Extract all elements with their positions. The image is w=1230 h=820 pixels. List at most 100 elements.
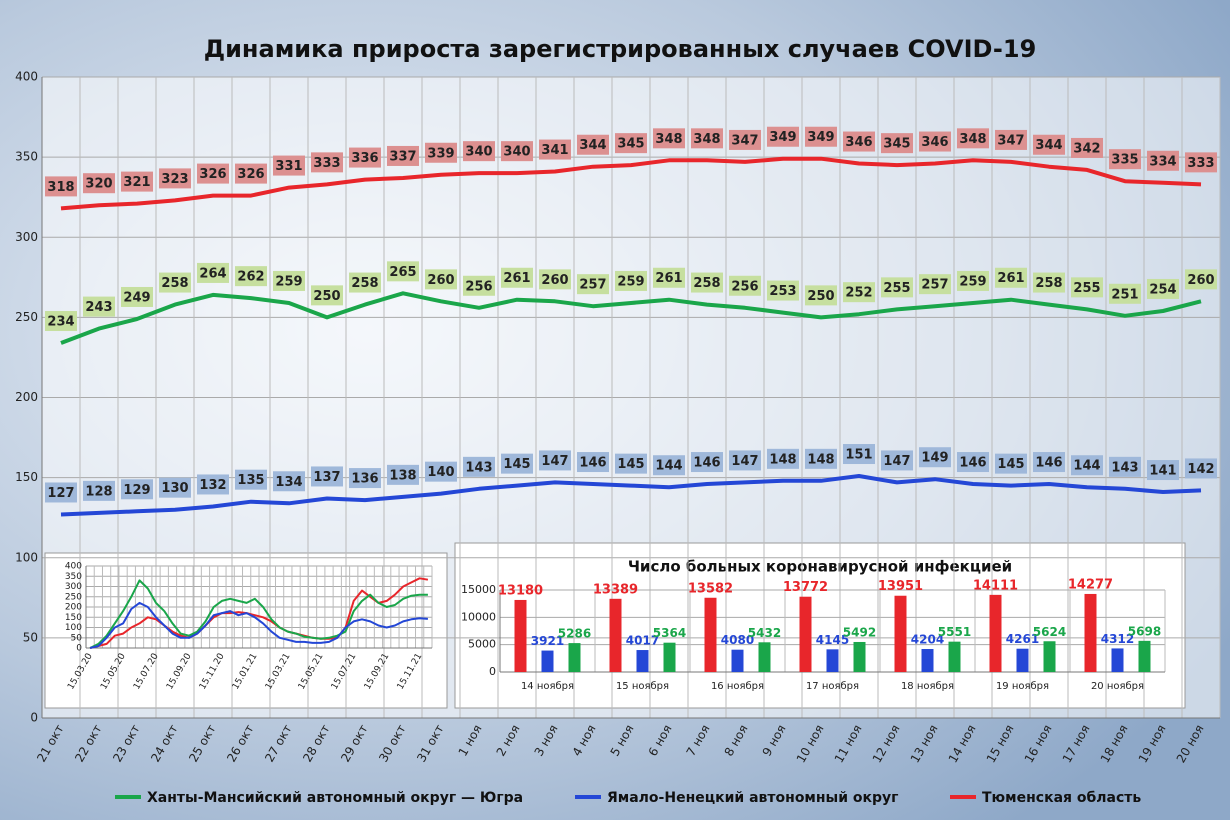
y-tick-label: 300 — [15, 230, 38, 244]
value-label: 147 — [541, 454, 568, 469]
value-label-box — [387, 261, 419, 282]
y-tick-label: 0 — [30, 711, 38, 725]
value-label: 258 — [161, 276, 188, 291]
y-tick-label: 150 — [15, 470, 38, 484]
value-label-box — [1109, 456, 1141, 477]
value-label-box — [501, 453, 533, 474]
value-label-box — [729, 450, 761, 471]
value-label-box — [1109, 149, 1141, 170]
value-label: 337 — [389, 149, 416, 164]
value-label: 344 — [1035, 138, 1062, 153]
value-label: 251 — [1111, 287, 1138, 302]
value-label-box — [957, 452, 989, 473]
value-label: 346 — [845, 135, 872, 150]
y-tick-label: 350 — [65, 572, 82, 582]
value-label-box — [1071, 455, 1103, 476]
y-tick-label: 100 — [65, 623, 82, 633]
value-label: 344 — [579, 138, 606, 153]
value-label-box — [121, 286, 153, 307]
value-label: 149 — [921, 451, 948, 466]
value-label: 4080 — [721, 633, 754, 647]
value-label: 5698 — [1128, 624, 1161, 638]
value-label: 345 — [883, 137, 910, 152]
value-label-box — [653, 455, 685, 476]
value-label: 346 — [921, 135, 948, 150]
series-line — [60, 474, 1202, 517]
value-label-box — [729, 129, 761, 150]
value-label-box — [45, 176, 77, 197]
value-label: 144 — [1073, 459, 1100, 474]
value-label: 148 — [807, 452, 834, 467]
value-label: 130 — [161, 481, 188, 496]
bar — [636, 650, 649, 672]
value-label-box — [349, 147, 381, 168]
value-label-box — [1185, 269, 1217, 290]
value-label: 146 — [1035, 456, 1062, 471]
value-label: 5551 — [938, 625, 971, 639]
value-label: 348 — [655, 132, 682, 147]
y-tick-label: 5000 — [468, 638, 496, 651]
value-label-box — [881, 277, 913, 298]
legend-label: Тюменская область — [982, 790, 1141, 806]
value-label-box — [691, 272, 723, 293]
value-label: 331 — [275, 159, 302, 174]
bar — [663, 642, 676, 672]
bar — [1016, 648, 1029, 672]
value-label: 5286 — [558, 627, 591, 641]
value-label-box — [463, 456, 495, 477]
value-label-box — [1147, 460, 1179, 481]
value-label: 333 — [1187, 156, 1214, 171]
value-label-box — [919, 131, 951, 152]
value-label: 13180 — [498, 583, 543, 598]
value-label: 132 — [199, 478, 226, 493]
bar — [1084, 593, 1097, 672]
value-label: 4312 — [1101, 632, 1134, 646]
value-label: 334 — [1149, 154, 1176, 169]
value-label-box — [995, 129, 1027, 150]
y-tick-label: 50 — [23, 630, 38, 644]
value-label: 135 — [237, 473, 264, 488]
value-label: 253 — [769, 284, 796, 299]
value-label-box — [1033, 272, 1065, 293]
value-label: 341 — [541, 143, 568, 158]
value-label-box — [501, 267, 533, 288]
bar — [1111, 648, 1124, 672]
value-label-box — [83, 296, 115, 317]
value-label-box — [1033, 134, 1065, 155]
value-label-box — [501, 141, 533, 162]
x-tick-label: 19 ноября — [996, 681, 1049, 692]
value-label-box — [1147, 278, 1179, 299]
value-label-box — [881, 133, 913, 154]
value-label: 347 — [731, 133, 758, 148]
value-label: 265 — [389, 265, 416, 280]
value-label: 258 — [1035, 276, 1062, 291]
value-label-box — [843, 131, 875, 152]
value-label: 147 — [731, 454, 758, 469]
bar — [948, 641, 961, 672]
value-label: 145 — [617, 457, 644, 472]
value-label-box — [83, 480, 115, 501]
value-label-box — [653, 267, 685, 288]
y-tick-label: 200 — [65, 603, 82, 613]
value-label: 5492 — [843, 625, 876, 639]
value-label: 257 — [921, 278, 948, 293]
value-label: 136 — [351, 472, 378, 487]
value-label: 347 — [997, 133, 1024, 148]
value-label-box — [311, 152, 343, 173]
inset-panel — [454, 542, 1186, 709]
y-tick-label: 0 — [76, 644, 82, 654]
bar — [1138, 640, 1151, 672]
value-label-box — [919, 274, 951, 295]
value-label-box — [349, 272, 381, 293]
value-label: 146 — [693, 456, 720, 471]
bar — [853, 641, 866, 672]
value-label: 145 — [997, 457, 1024, 472]
value-label-box — [1147, 150, 1179, 171]
value-label: 261 — [503, 271, 530, 286]
value-label: 145 — [503, 457, 530, 472]
value-label: 143 — [465, 460, 492, 475]
y-tick-label: 15000 — [461, 583, 496, 596]
value-label-box — [273, 155, 305, 176]
value-label-box — [1185, 152, 1217, 173]
